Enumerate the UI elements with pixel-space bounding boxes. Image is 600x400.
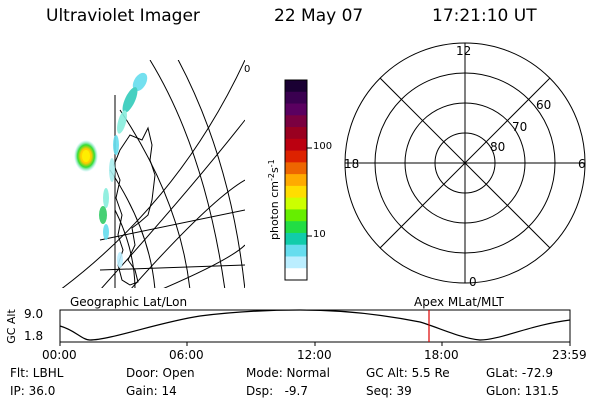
colorbar-band [285,256,307,269]
geographic-map [61,60,245,288]
strip-ymax: 9.0 [24,307,44,321]
colorbar-band [285,221,307,234]
colorbar-band [285,162,307,175]
info-dsp: Dsp: -9.7 [246,384,309,398]
colorbar-band [285,197,307,210]
strip-ymin: 1.8 [24,329,44,343]
colorbar-tick-10: 10 [313,229,326,240]
instrument-title: Ultraviolet Imager [46,6,200,26]
info-glon: GLon: 131.5 [486,384,559,398]
lat-label-60: 60 [536,98,552,112]
info-ip: IP: 36.0 [10,384,56,398]
info-door: Door: Open [126,366,195,380]
lat-label-80: 80 [490,140,506,154]
colorbar-band [285,209,307,222]
info-gc-alt: GC Alt: 5.5 Re [366,366,450,380]
mlt-label-12: 12 [456,44,472,58]
time-tick-1800: 18:00 [424,348,459,362]
mlt-label-0: 0 [469,275,477,289]
geo-coordinates-label: Geographic Lat/Lon [70,295,188,309]
mlt-label-18: 18 [344,157,360,171]
colorbar-band [285,174,307,187]
time-tick-1200: 12:00 [297,348,332,362]
coastline [113,126,156,286]
date-label: 22 May 07 [274,6,364,26]
svg-text:photon cm-2s-1: photon cm-2s-1 [267,159,281,240]
colorbar-band [285,127,307,140]
time-tick-2359: 23:59 [552,348,587,362]
colorbar-band [285,91,307,105]
colorbar-band [285,268,307,281]
aurora-oval [99,72,148,268]
colorbar-band [285,244,307,257]
info-filter: Flt: LBHL [10,366,64,380]
time-tick-0600: 06:00 [169,348,204,362]
colorbar-tick-100: 100 [313,141,333,152]
altitude-strip [59,309,571,346]
info-mode: Mode: Normal [246,366,330,380]
info-gain: Gain: 14 [126,384,177,398]
colorbar-band [285,103,307,116]
time-label: 17:21:10 UT [432,6,537,26]
colorbar-band [285,150,307,163]
colorbar-band [285,232,307,246]
time-tick-0000: 00:00 [42,348,77,362]
apex-coordinates-label: Apex MLat/MLT [414,295,504,309]
altitude-curve [59,309,571,341]
colorbar-band [285,115,307,128]
colorbar-band [285,185,307,199]
info-glat: GLat: -72.9 [486,366,553,380]
colorbar-label: photon cm-2s-1 [267,159,281,240]
geo-corner-label: 0 [244,64,251,75]
mlt-label-6: 6 [578,157,586,171]
colorbar-band [285,138,307,152]
lat-label-70: 70 [512,120,528,134]
strip-axis-label: GC Alt [4,309,18,344]
info-seq: Seq: 39 [366,384,412,398]
polar-plot [344,42,586,284]
colorbar [285,80,307,281]
colorbar-band [285,80,307,93]
